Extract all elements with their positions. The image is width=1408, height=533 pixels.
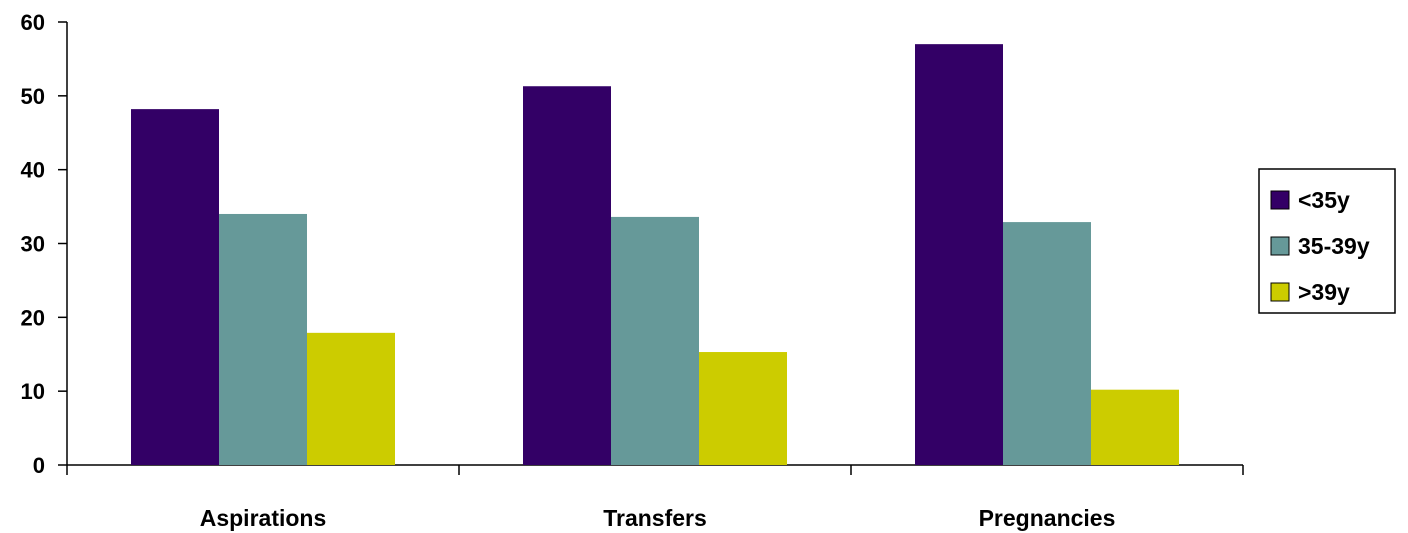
y-tick-label: 40 bbox=[21, 158, 45, 183]
bar bbox=[523, 86, 611, 466]
bars bbox=[131, 44, 1179, 466]
y-tick-label: 30 bbox=[21, 232, 45, 257]
bar bbox=[1091, 389, 1179, 465]
category-label: Transfers bbox=[603, 505, 707, 531]
y-axis: 0 10 20 30 40 50 60 bbox=[21, 10, 68, 478]
bar bbox=[915, 44, 1003, 466]
legend-swatch bbox=[1270, 282, 1290, 302]
category-label: Pregnancies bbox=[979, 505, 1116, 531]
legend-label: <35y bbox=[1298, 187, 1350, 213]
y-tick-label: 50 bbox=[21, 84, 45, 109]
legend-label: >39y bbox=[1298, 279, 1350, 305]
legend-label: 35-39y bbox=[1298, 233, 1370, 259]
y-tick-label: 20 bbox=[21, 305, 45, 330]
bar bbox=[219, 213, 307, 465]
y-tick-label: 0 bbox=[33, 453, 45, 478]
bar bbox=[1003, 222, 1091, 465]
legend-swatch bbox=[1270, 190, 1290, 210]
bar bbox=[611, 216, 699, 465]
legend-swatch bbox=[1270, 236, 1290, 256]
y-tick-label: 60 bbox=[21, 10, 45, 35]
bar bbox=[699, 352, 787, 465]
bar bbox=[307, 332, 395, 465]
y-tick-label: 10 bbox=[21, 379, 45, 404]
bar bbox=[131, 109, 219, 465]
x-axis: Aspirations Transfers Pregnancies bbox=[66, 464, 1244, 531]
category-label: Aspirations bbox=[200, 505, 327, 531]
legend: <35y 35-39y >39y bbox=[1258, 168, 1396, 314]
